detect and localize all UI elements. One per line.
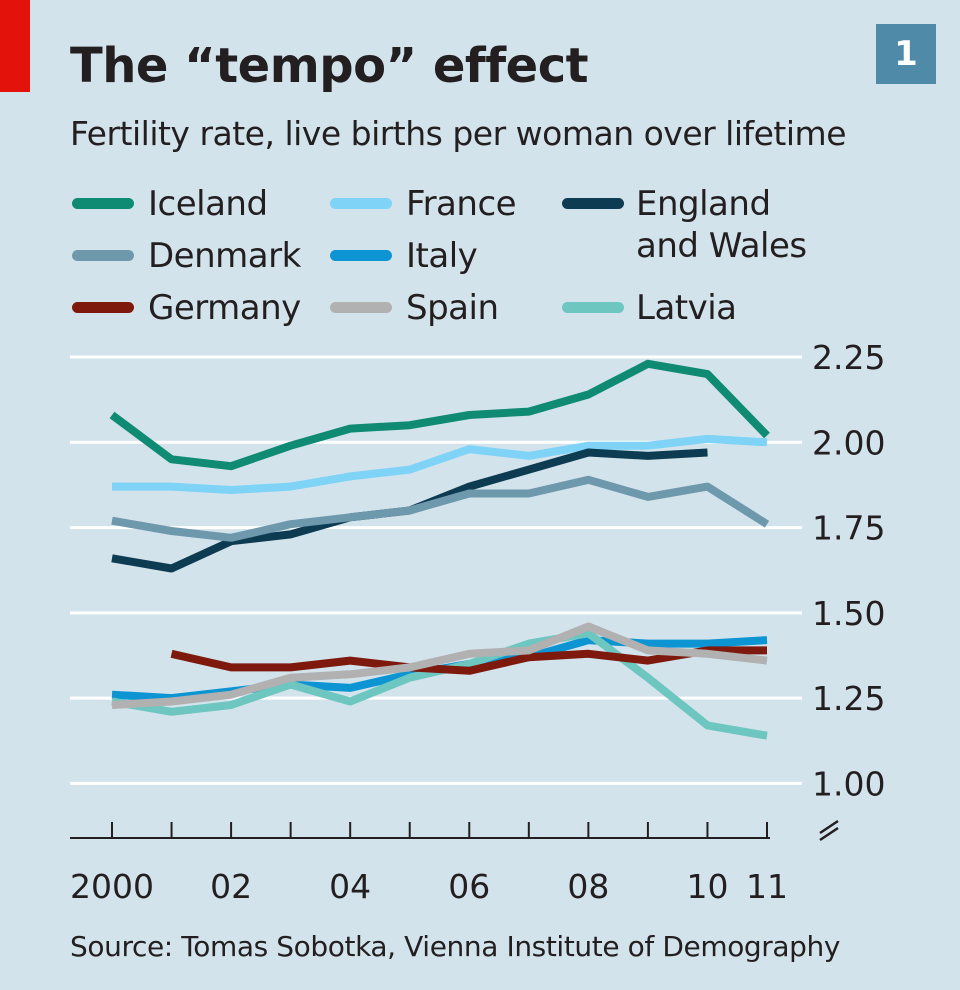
legend-label-denmark: Denmark <box>148 236 301 276</box>
axis-break-icon <box>819 819 839 842</box>
x-tick-label: 06 <box>448 867 490 906</box>
x-tick-label: 10 <box>686 867 728 906</box>
chart-title: The “tempo” effect <box>70 38 589 94</box>
source-note: Source: Tomas Sobotka, Vienna Institute … <box>70 930 841 963</box>
x-tick-label: 11 <box>746 867 788 906</box>
series-line-france <box>112 434 768 494</box>
series-line-denmark <box>111 475 770 542</box>
legend-label-iceland: Iceland <box>148 184 268 224</box>
legend-swatch-latvia <box>562 302 624 313</box>
legend-item-germany: Germany <box>72 287 301 329</box>
legend-label-germany: Germany <box>148 288 301 328</box>
legend: Iceland France England and Wales Denmark… <box>0 0 960 340</box>
series-line-iceland <box>109 359 770 471</box>
legend-swatch-italy <box>330 250 392 261</box>
legend-swatch-denmark <box>72 250 134 261</box>
brand-red-tab <box>0 0 30 92</box>
legend-label-latvia: Latvia <box>636 288 737 328</box>
legend-item-denmark: Denmark <box>72 235 301 277</box>
x-tick-label: 02 <box>210 867 252 906</box>
legend-item-france: France <box>330 183 517 225</box>
y-tick-label: 2.00 <box>812 423 885 462</box>
y-tick-label: 1.25 <box>812 679 885 718</box>
legend-item-italy: Italy <box>330 235 478 277</box>
legend-item-england-and-wales: England and Wales <box>562 183 807 267</box>
legend-swatch-iceland <box>72 198 134 209</box>
legend-item-spain: Spain <box>330 287 499 329</box>
legend-label-italy: Italy <box>406 236 478 276</box>
series-line-germany <box>170 646 767 675</box>
legend-label-france: France <box>406 184 517 224</box>
series-lines <box>109 359 770 740</box>
x-axis-labels: 2000 02 04 06 08 10 11 <box>70 867 788 906</box>
legend-swatch-england-and-wales <box>562 198 624 209</box>
x-tick-label: 08 <box>567 867 609 906</box>
legend-swatch-spain <box>330 302 392 313</box>
y-axis-labels: 1.00 1.25 1.50 1.75 2.00 2.25 <box>812 338 885 803</box>
chart-number-badge: 1 <box>876 24 936 84</box>
series-line-spain <box>111 622 768 709</box>
y-tick-label: 2.25 <box>812 338 885 377</box>
legend-item-iceland: Iceland <box>72 183 268 225</box>
y-tick-label: 1.50 <box>812 594 885 633</box>
x-tick-label: 04 <box>329 867 371 906</box>
legend-swatch-france <box>330 198 392 209</box>
legend-label-spain: Spain <box>406 288 499 328</box>
x-tick-label: 2000 <box>70 867 154 906</box>
x-axis <box>70 819 839 842</box>
chart-subtitle: Fertility rate, live births per woman ov… <box>70 114 847 153</box>
legend-swatch-germany <box>72 302 134 313</box>
y-tick-label: 1.75 <box>812 509 885 548</box>
legend-item-latvia: Latvia <box>562 287 737 329</box>
legend-label-england-and-wales: England and Wales <box>636 184 807 266</box>
y-tick-label: 1.00 <box>812 764 885 803</box>
